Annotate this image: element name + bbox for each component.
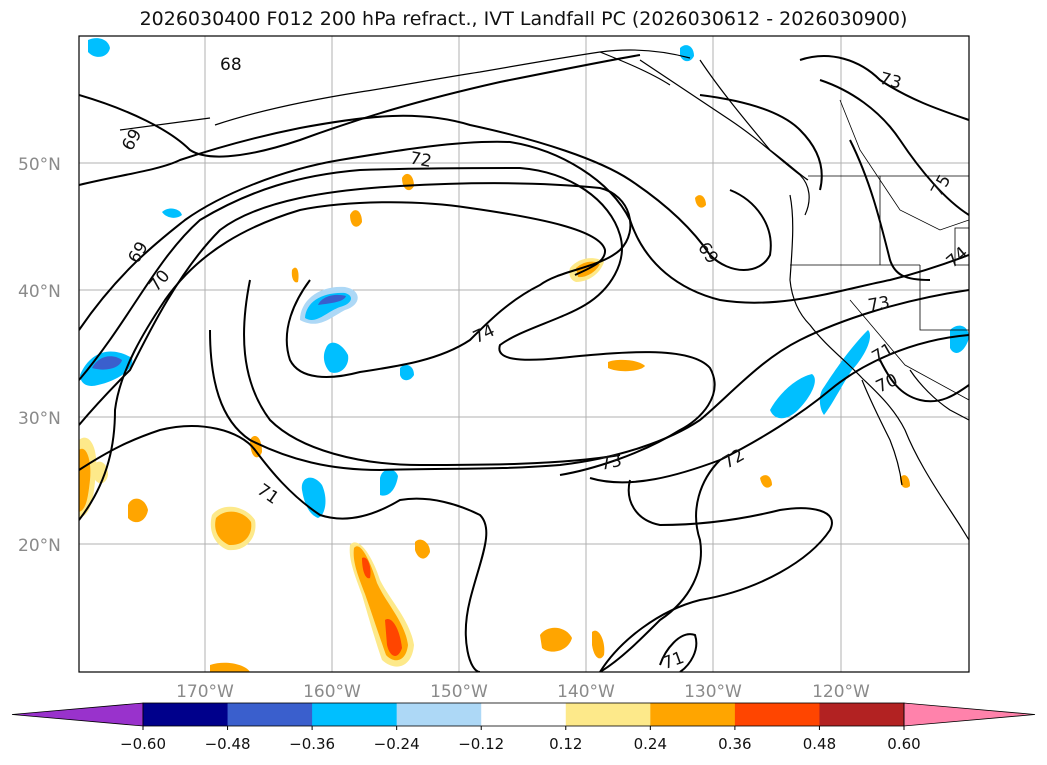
lat-label: 40°N (18, 282, 61, 302)
colorbar-tick-label: 0.48 (803, 735, 836, 753)
contour-label: 68 (220, 55, 242, 75)
figure-title: 2026030400 F012 200 hPa refract., IVT La… (139, 8, 908, 30)
negative-anomaly-fills (80, 38, 969, 518)
contour-label: 72 (408, 148, 433, 171)
lat-label: 20°N (18, 536, 61, 556)
colorbar-tick-label: −0.48 (205, 735, 251, 753)
longitude-labels: 170°W 160°W 150°W 140°W 130°W 120°W (176, 682, 870, 702)
colorbar-tick-label: 0.36 (718, 735, 751, 753)
colorbar-tick-label: −0.36 (289, 735, 335, 753)
colorbar-tick-label: −0.12 (458, 735, 504, 753)
colorbar-tick-label: 0.24 (634, 735, 667, 753)
colorbar-extend-high (903, 702, 1036, 727)
colorbar-bin (481, 703, 567, 726)
lon-label: 150°W (430, 682, 488, 702)
lat-label: 30°N (18, 409, 61, 429)
latitude-labels: 50°N 40°N 30°N 20°N (18, 155, 61, 556)
contour-label: 73 (598, 451, 623, 475)
contour-label: 73 (867, 293, 892, 316)
map-panel (79, 36, 969, 672)
colorbar-bin (143, 703, 229, 726)
refractivity-contours (79, 54, 969, 672)
colorbar-bin (227, 703, 313, 726)
lon-label: 120°W (812, 682, 870, 702)
colorbar-tick-label: 0.12 (549, 735, 582, 753)
colorbar-bin (312, 703, 398, 726)
colorbar-outline (142, 702, 905, 727)
colorbar-bin (819, 703, 905, 726)
colorbar-bin (734, 703, 820, 726)
lon-label: 130°W (684, 682, 742, 702)
colorbar-bin (565, 703, 651, 726)
colorbar-extend-low (11, 702, 144, 727)
lon-label: 140°W (557, 682, 615, 702)
lon-label: 170°W (176, 682, 234, 702)
political-borders (790, 99, 969, 401)
colorbar-bin (396, 703, 482, 726)
colorbar: −0.60 −0.48 −0.36 −0.24 −0.12 0.12 0.24 0.36 0.4… (11, 702, 1036, 753)
lon-label: 160°W (303, 682, 361, 702)
coastlines (119, 49, 969, 541)
colorbar-bin (650, 703, 736, 726)
colorbar-tick-label: −0.24 (374, 735, 420, 753)
colorbar-tick-label: 0.60 (887, 735, 920, 753)
lat-label: 50°N (18, 155, 61, 175)
positive-anomaly-fills (79, 173, 910, 672)
map-border (78, 35, 970, 673)
colorbar-tick-label: −0.60 (120, 735, 166, 753)
